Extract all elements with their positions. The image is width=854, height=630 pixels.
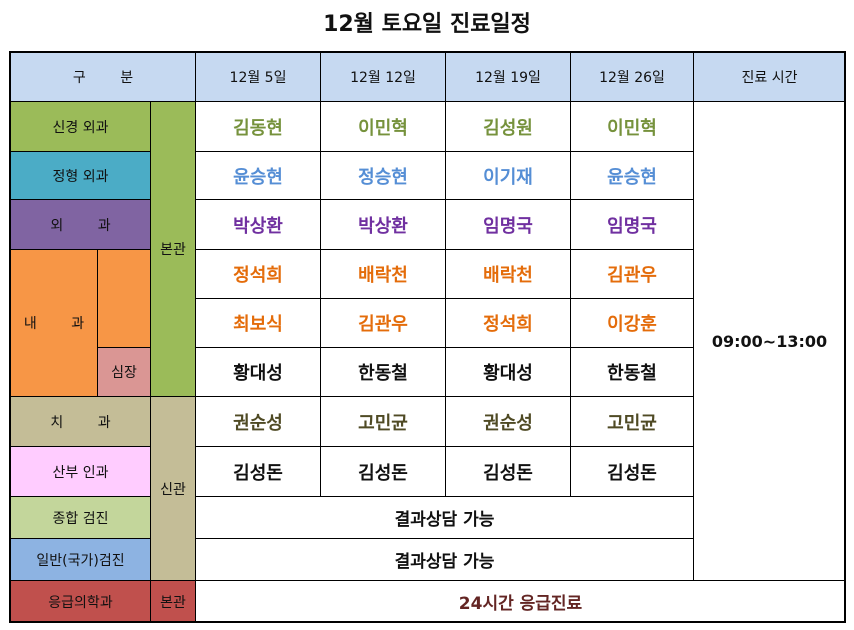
doctor-cell: 김성돈 [445, 446, 571, 497]
department-cell: 내 과 [10, 249, 98, 397]
doctor-cell: 김동현 [195, 101, 321, 152]
doctor-cell: 김성원 [445, 101, 571, 152]
doctor-cell: 임명국 [445, 199, 571, 250]
note-cell: 결과상담 가능 [195, 538, 694, 581]
department-cell: 산부 인과 [10, 446, 151, 497]
note-cell: 24시간 응급진료 [195, 580, 846, 623]
header-cell: 12월 12일 [320, 52, 446, 102]
department-cell: 신경 외과 [10, 101, 151, 152]
hours-cell: 09:00~13:00 [693, 101, 846, 581]
header-cell: 12월 26일 [570, 52, 694, 102]
header-cell: 진료 시간 [693, 52, 846, 102]
doctor-cell: 한동철 [570, 347, 694, 397]
department-cell: 외 과 [10, 199, 151, 250]
doctor-cell: 이민혁 [320, 101, 446, 152]
doctor-cell: 윤승현 [570, 151, 694, 200]
building-cell: 신관 [150, 396, 196, 581]
note-cell: 결과상담 가능 [195, 496, 694, 539]
doctor-cell: 최보식 [195, 298, 321, 348]
doctor-cell: 김관우 [320, 298, 446, 348]
doctor-cell: 고민균 [320, 396, 446, 447]
doctor-cell: 한동철 [320, 347, 446, 397]
doctor-cell: 정석희 [445, 298, 571, 348]
department-cell: 종합 검진 [10, 496, 151, 539]
doctor-cell: 권순성 [195, 396, 321, 447]
doctor-cell: 이민혁 [570, 101, 694, 152]
doctor-cell: 배락천 [320, 249, 446, 299]
doctor-cell: 김성돈 [320, 446, 446, 497]
doctor-cell: 정석희 [195, 249, 321, 299]
building-cell: 본관 [150, 101, 196, 397]
doctor-cell: 김성돈 [195, 446, 321, 497]
department-cell: 응급의학과 [10, 580, 151, 623]
doctor-cell: 이강훈 [570, 298, 694, 348]
doctor-cell: 배락천 [445, 249, 571, 299]
building-cell: 본관 [150, 580, 196, 623]
header-cell: 구 분 [10, 52, 196, 102]
department-cell: 정형 외과 [10, 151, 151, 200]
doctor-cell: 권순성 [445, 396, 571, 447]
doctor-cell: 정승현 [320, 151, 446, 200]
doctor-cell: 박상환 [320, 199, 446, 250]
doctor-cell: 임명국 [570, 199, 694, 250]
doctor-cell: 황대성 [195, 347, 321, 397]
department-cell: 일반(국가)검진 [10, 538, 151, 581]
header-cell: 12월 19일 [445, 52, 571, 102]
doctor-cell: 박상환 [195, 199, 321, 250]
page-title: 12월 토요일 진료일정 [323, 12, 531, 37]
department-cell: 심장 [97, 347, 151, 397]
doctor-cell: 김성돈 [570, 446, 694, 497]
doctor-cell: 이기재 [445, 151, 571, 200]
header-cell: 12월 5일 [195, 52, 321, 102]
doctor-cell: 윤승현 [195, 151, 321, 200]
department-cell [97, 249, 151, 348]
department-cell: 치 과 [10, 396, 151, 447]
doctor-cell: 김관우 [570, 249, 694, 299]
doctor-cell: 고민균 [570, 396, 694, 447]
doctor-cell: 황대성 [445, 347, 571, 397]
